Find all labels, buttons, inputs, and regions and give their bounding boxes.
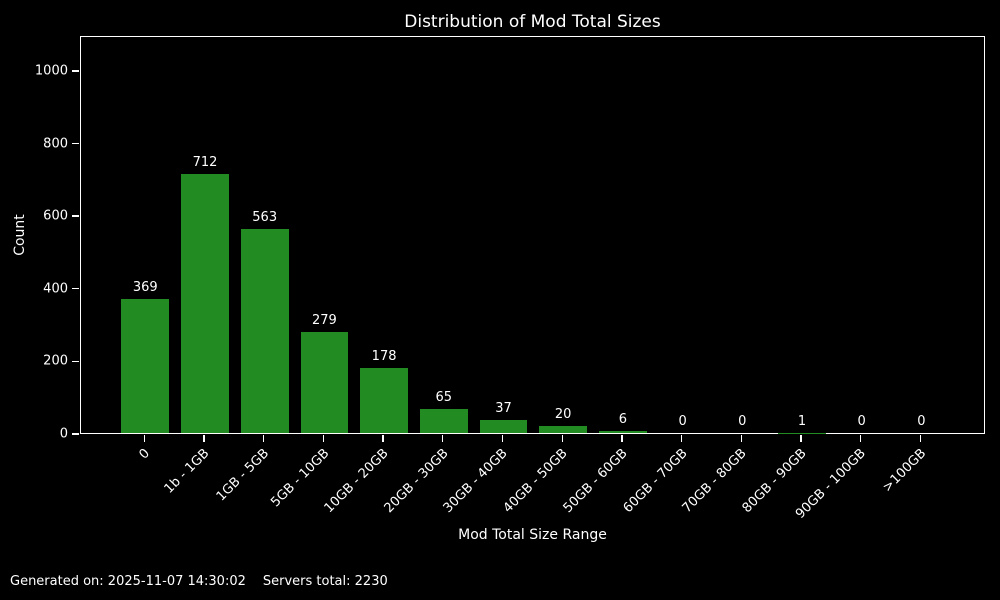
x-tick-label: 0: [136, 446, 153, 463]
bar-5GB - 10GB: [300, 331, 349, 433]
x-tick-mark: [382, 435, 384, 442]
bar-1GB - 5GB: [240, 228, 289, 433]
plot-area: 369 712 563 279 178 65 37 20 6 0 0 1 0 0: [80, 36, 985, 434]
bar-value-label: 20: [554, 406, 572, 422]
x-tick-mark: [561, 435, 563, 442]
x-tick-mark: [442, 435, 444, 442]
bar-value-label: 0: [738, 414, 747, 429]
y-tick-mark: [72, 288, 79, 290]
x-tick-mark: [263, 435, 265, 442]
x-tick-mark: [800, 435, 802, 442]
bar-1b - 1GB: [181, 174, 229, 433]
y-tick-mark: [72, 360, 79, 363]
x-tick-mark: [919, 435, 922, 442]
bar-value-label: 65: [435, 390, 453, 406]
bar-value-label: 178: [371, 349, 397, 365]
y-tick-label: 400: [43, 281, 68, 297]
servers-total: Servers total: 2230: [262, 574, 388, 589]
bar-value-label: 369: [132, 280, 158, 296]
x-tick-label: >100GB: [879, 446, 929, 496]
bar-10GB - 20GB: [360, 368, 408, 433]
bar-value-label: 1: [797, 413, 807, 429]
bar-value-label: 712: [192, 155, 218, 171]
chart-title: Distribution of Mod Total Sizes: [404, 12, 661, 32]
footer: Generated on: 2025-11-07 14:30:02 Servers…: [10, 574, 388, 589]
x-tick-mark: [143, 435, 145, 442]
x-tick-label: 5GB - 10GB: [267, 446, 332, 511]
y-tick-mark: [72, 433, 79, 435]
y-tick-label: 1000: [34, 63, 68, 79]
y-axis-label: Count: [12, 214, 28, 256]
x-tick-mark: [501, 435, 504, 442]
y-tick-label: 200: [43, 353, 68, 369]
bar-value-label: 0: [917, 414, 926, 429]
bars-container: 369 712 563 279 178 65 37 20 6 0 0 1 0 0: [81, 37, 984, 433]
bar-50GB - 60GB: [599, 430, 647, 433]
x-tick-mark: [203, 435, 205, 442]
bar-value-label: 563: [252, 209, 278, 225]
y-tick-label: 600: [43, 208, 68, 224]
bar-value-label: 37: [495, 400, 512, 416]
generated-timestamp: Generated on: 2025-11-07 14:30:02: [10, 574, 246, 589]
bar-40GB - 50GB: [539, 425, 588, 433]
x-tick-mark: [322, 435, 325, 442]
bar-value-label: 0: [857, 414, 866, 429]
y-tick-label: 800: [43, 136, 68, 151]
bar-value-label: 6: [618, 411, 628, 427]
x-tick-mark: [621, 435, 623, 442]
bar-0: [121, 299, 170, 433]
x-tick-mark: [680, 435, 683, 442]
x-tick-label: 1b - 1GB: [161, 446, 213, 497]
y-tick-mark: [72, 215, 79, 217]
y-tick-mark: [72, 142, 79, 145]
x-tick-label: 1GB - 5GB: [213, 446, 273, 505]
y-tick-mark: [72, 70, 79, 72]
bar-value-label: 279: [311, 312, 337, 328]
x-axis-label: Mod Total Size Range: [458, 527, 607, 543]
x-tick-mark: [740, 435, 742, 442]
bar-30GB - 40GB: [479, 419, 528, 433]
y-tick-label: 0: [59, 426, 68, 442]
bar-20GB - 30GB: [419, 409, 468, 433]
bar-value-label: 0: [678, 414, 687, 429]
x-tick-mark: [860, 435, 862, 442]
